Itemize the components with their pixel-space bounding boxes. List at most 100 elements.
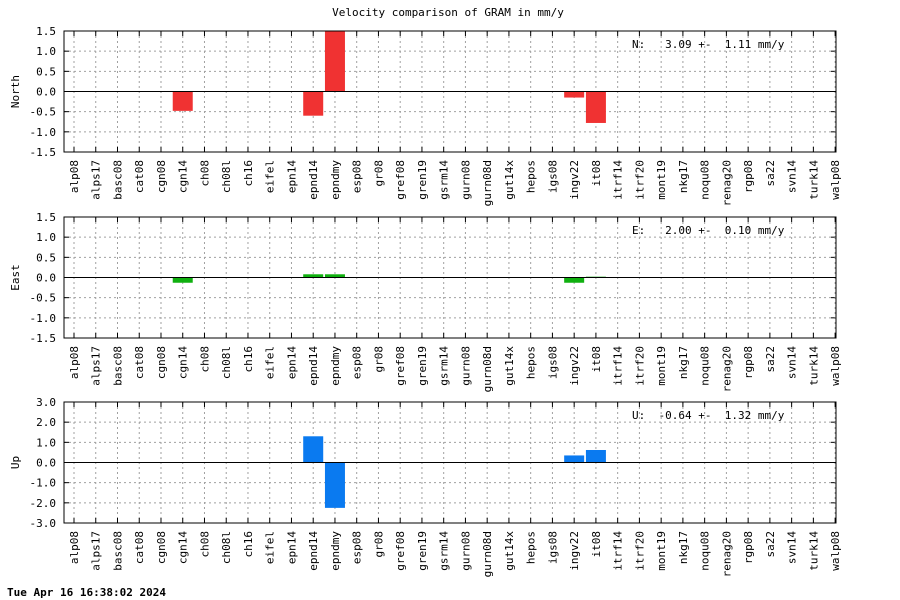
y-tick-label: -0.5 (30, 292, 57, 305)
x-tick-label: hepos (525, 531, 538, 564)
x-tick-label: nkg17 (677, 160, 690, 193)
x-tick-label: ingv22 (568, 160, 581, 200)
y-tick-label: -1.0 (30, 477, 57, 490)
bar-it08 (585, 91, 606, 123)
y-tick-label: 1.0 (36, 436, 56, 449)
x-tick-label: rgp08 (742, 346, 755, 379)
x-tick-label: itrf14 (612, 160, 625, 200)
x-tick-label: gurn08 (459, 346, 472, 386)
y-tick-label: -3.0 (30, 517, 57, 530)
x-tick-label: it08 (590, 160, 603, 187)
x-tick-label: nkg17 (677, 346, 690, 379)
x-tick-label: sa22 (764, 531, 777, 558)
panel-east: -1.5 -1.0 -0.5 0.0 0.5 1.0 1.5 alp08 alps17 basc0… (9, 211, 842, 392)
x-tick-label: ch08l (220, 346, 233, 379)
y-tick-label: 0.0 (36, 86, 56, 99)
x-tick-label: gren19 (416, 346, 429, 386)
stats-annotation: N: 3.09 +- 1.11 mm/y (632, 38, 785, 51)
x-tick-label: ch16 (242, 531, 255, 558)
x-tick-label: epn14 (285, 346, 298, 379)
x-tick-label: alp08 (68, 346, 81, 379)
x-tick-label: gref08 (394, 346, 407, 386)
x-tick-label: gurn08d (481, 346, 494, 392)
x-tick-label: cgn08 (155, 160, 168, 193)
x-tick-label: it08 (590, 531, 603, 558)
x-tick-label: rgp08 (742, 531, 755, 564)
x-tick-label: esp08 (351, 346, 364, 379)
x-tick-label: basc08 (111, 160, 124, 200)
x-tick-label: gsrm14 (438, 346, 451, 386)
x-tick-label: esp08 (351, 531, 364, 564)
x-tick-label: gsrm14 (438, 531, 451, 571)
x-tick-label: cgn14 (177, 160, 190, 193)
stats-annotation: E: 2.00 +- 0.10 mm/y (632, 224, 785, 237)
x-tick-label: walp08 (829, 346, 842, 386)
x-tick-label: basc08 (111, 531, 124, 571)
bar-epnd14 (303, 274, 324, 278)
y-tick-label: -1.0 (30, 312, 57, 325)
x-tick-label: ch08l (220, 531, 233, 564)
x-tick-label: cgn14 (177, 346, 190, 379)
x-tick-label: ch08l (220, 160, 233, 193)
x-tick-label: gurn08d (481, 160, 494, 206)
bar-ingv22 (564, 455, 585, 463)
plot-frame (63, 401, 837, 524)
x-tick-label: gut14x (503, 531, 516, 571)
x-tick-label: hepos (525, 346, 538, 379)
bar-epndmy (324, 274, 345, 278)
x-tick-label: epnd14 (307, 531, 320, 571)
x-tick-label: alp08 (68, 531, 81, 564)
y-tick-label: -1.0 (30, 126, 57, 139)
x-tick-label: ch16 (242, 346, 255, 373)
y-tick-label: 2.0 (36, 416, 56, 429)
x-tick-label: ch16 (242, 160, 255, 187)
x-tick-label: basc08 (111, 346, 124, 386)
x-tick-label: turk14 (807, 160, 820, 200)
x-tick-label: alps17 (90, 160, 103, 200)
x-tick-label: renag20 (720, 531, 733, 577)
x-tick-label: nkg17 (677, 531, 690, 564)
x-tick-label: gurn08 (459, 531, 472, 571)
y-tick-label: 0.5 (36, 251, 56, 264)
x-tick-label: rgp08 (742, 160, 755, 193)
x-tick-label: turk14 (807, 531, 820, 571)
timestamp: Tue Apr 16 16:38:02 2024 (7, 586, 166, 599)
x-tick-label: gr08 (372, 531, 385, 558)
x-tick-label: svn14 (786, 346, 799, 379)
y-tick-label: 0.0 (36, 272, 56, 285)
x-tick-label: walp08 (829, 160, 842, 200)
x-tick-label: mont19 (655, 531, 668, 571)
y-tick-label: -1.5 (30, 146, 57, 159)
y-tick-label: 0.5 (36, 65, 56, 78)
bar-it08 (585, 449, 606, 463)
plot-frame (63, 216, 837, 339)
y-tick-label: 0.0 (36, 457, 56, 470)
y-axis-label: Up (9, 456, 22, 469)
x-tick-label: epndmy (329, 531, 342, 571)
x-tick-label: gurn08 (459, 160, 472, 200)
x-tick-label: hepos (525, 160, 538, 193)
x-tick-label: gsrm14 (438, 160, 451, 200)
x-tick-label: igs08 (546, 531, 559, 564)
x-tick-label: noqu08 (699, 531, 712, 571)
x-tick-label: svn14 (786, 531, 799, 564)
x-tick-label: epnd14 (307, 346, 320, 386)
x-tick-label: eifel (264, 160, 277, 193)
y-tick-label: -0.5 (30, 106, 57, 119)
x-tick-label: cgn08 (155, 346, 168, 379)
x-tick-label: epn14 (285, 160, 298, 193)
bar-epnd14 (303, 91, 324, 116)
y-axis-label: East (9, 264, 22, 291)
x-tick-label: renag20 (720, 346, 733, 392)
x-tick-label: igs08 (546, 160, 559, 193)
x-tick-label: itrf20 (633, 346, 646, 386)
x-tick-label: gren19 (416, 160, 429, 200)
x-tick-label: walp08 (829, 531, 842, 571)
x-tick-label: itrf14 (612, 531, 625, 571)
plot-frame (63, 30, 837, 153)
x-tick-label: epndmy (329, 346, 342, 386)
x-tick-label: igs08 (546, 346, 559, 379)
x-tick-label: itrf20 (633, 531, 646, 571)
y-tick-label: 3.0 (36, 396, 56, 409)
x-tick-label: ch08 (198, 346, 211, 373)
